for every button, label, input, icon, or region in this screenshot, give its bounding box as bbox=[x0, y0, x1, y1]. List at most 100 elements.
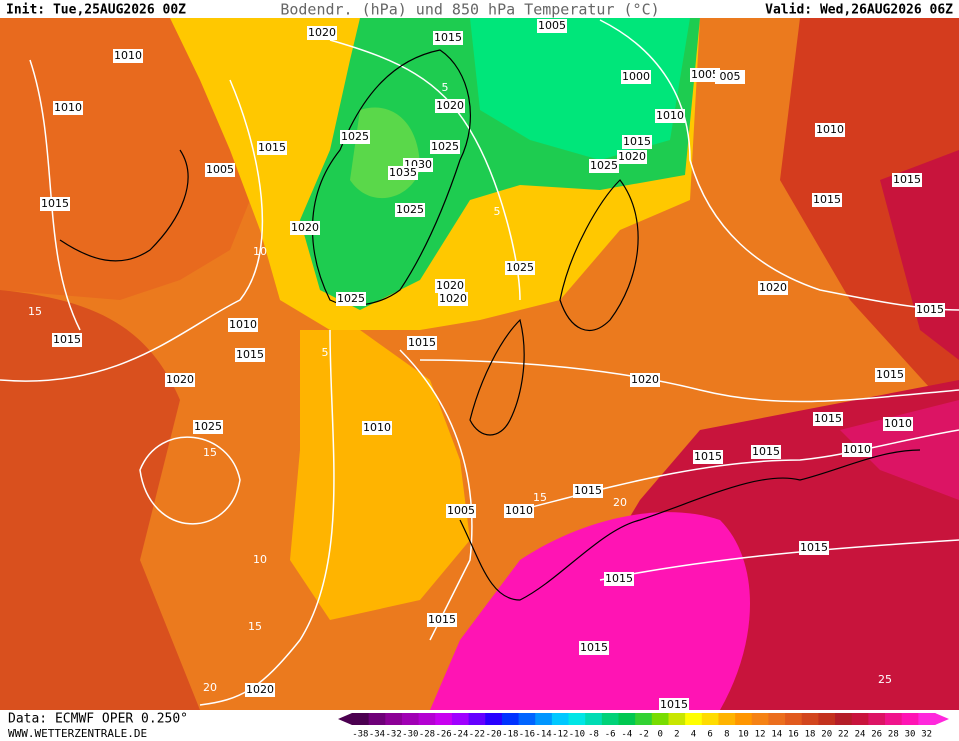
init-time: Init: Tue,25AUG2026 00Z bbox=[6, 3, 186, 18]
coastlines bbox=[59, 49, 921, 601]
colorbar-swatch bbox=[635, 713, 653, 725]
isobar-label-box bbox=[165, 373, 195, 387]
colorbar-swatch bbox=[785, 713, 803, 725]
colorbar-tick-label: -32 bbox=[386, 730, 402, 740]
isobar-label-box bbox=[617, 150, 647, 164]
colorbar-tick-label: -2 bbox=[638, 730, 649, 740]
colorbar-swatch bbox=[435, 713, 453, 725]
colorbar-tick-label: -4 bbox=[621, 730, 632, 740]
isobar-label-box bbox=[655, 109, 685, 123]
isobar-label: 1015 bbox=[876, 368, 904, 381]
isobar-label-box bbox=[433, 31, 463, 45]
isobar-label: 1020 bbox=[166, 373, 194, 386]
colorbar-swatch bbox=[718, 713, 736, 725]
isobar-label-box bbox=[715, 70, 745, 84]
header-bar bbox=[0, 0, 959, 18]
isobar-label: 1025 bbox=[506, 261, 534, 274]
colorbar-tick-label: 22 bbox=[838, 730, 849, 740]
colorbar-tick-label: -12 bbox=[552, 730, 568, 740]
colorbar-end bbox=[338, 713, 352, 725]
colorbar-tick-label: 2 bbox=[674, 730, 679, 740]
colorbar-swatch bbox=[651, 713, 669, 725]
isobar-label: 1015 bbox=[574, 484, 602, 497]
colorbar-swatch bbox=[352, 713, 370, 725]
isobar-label: 1015 bbox=[428, 613, 456, 626]
isobar-label-box bbox=[336, 292, 366, 306]
colorbar-tick-label: 20 bbox=[821, 730, 832, 740]
isobar-label: 1010 bbox=[884, 417, 912, 430]
isobar-label: 1015 bbox=[605, 572, 633, 585]
colorbar-swatch bbox=[518, 713, 536, 725]
colorbar-tick-label: 28 bbox=[888, 730, 899, 740]
colorbar-tick-label: 30 bbox=[905, 730, 916, 740]
colorbar-swatch bbox=[568, 713, 586, 725]
temperature-label: 15 bbox=[28, 305, 42, 318]
isobar-label-box bbox=[388, 166, 418, 180]
isobar-label-box bbox=[113, 49, 143, 63]
isobar-label: 1025 bbox=[341, 130, 369, 143]
colorbar-tick-label: -28 bbox=[419, 730, 435, 740]
isobar-label: 1025 bbox=[337, 292, 365, 305]
temperature-label: 5 bbox=[494, 205, 501, 218]
colorbar-swatch bbox=[835, 713, 853, 725]
isobar-label: 1015 bbox=[916, 303, 944, 316]
isobar-label: 1010 bbox=[816, 123, 844, 136]
colorbar-tick-label: 32 bbox=[921, 730, 932, 740]
isobar-label: 1025 bbox=[194, 420, 222, 433]
isobar-label: 1005 bbox=[691, 68, 719, 81]
colorbar-tick-label: -34 bbox=[369, 730, 385, 740]
isobar-label: 1025 bbox=[396, 203, 424, 216]
colorbar-swatch bbox=[818, 713, 836, 725]
colorbar-tick-label: 10 bbox=[738, 730, 749, 740]
isobar-label-box bbox=[630, 373, 660, 387]
colorbar-swatch bbox=[851, 713, 869, 725]
isobar-label: 1020 bbox=[439, 292, 467, 305]
colorbar-swatch bbox=[701, 713, 719, 725]
isobar-label: 1015 bbox=[41, 197, 69, 210]
colorbar-swatch bbox=[585, 713, 603, 725]
isobar-label: 1010 bbox=[363, 421, 391, 434]
isobar-label: 1010 bbox=[54, 101, 82, 114]
isobar-label-box bbox=[812, 193, 842, 207]
isobar-label-box bbox=[842, 443, 872, 457]
isobar-label: 1015 bbox=[408, 336, 436, 349]
colorbar-tick-label: 6 bbox=[707, 730, 712, 740]
isobar-label: 1005 bbox=[447, 504, 475, 517]
isobar-label-box bbox=[915, 303, 945, 317]
map-title: Bodendr. (hPa) und 850 hPa Temperatur (°… bbox=[280, 1, 659, 19]
isobar-label-box bbox=[758, 281, 788, 295]
colorbar-tick-label: -8 bbox=[588, 730, 599, 740]
isobar-label-box bbox=[505, 261, 535, 275]
colorbar-swatch bbox=[768, 713, 786, 725]
isobar-label-box bbox=[892, 173, 922, 187]
isobar-label: 1005 bbox=[538, 19, 566, 32]
colorbar-tick-label: -16 bbox=[519, 730, 535, 740]
isobar-label: 1015 bbox=[660, 698, 688, 711]
isobar-label-box bbox=[621, 70, 651, 84]
isobar-label-box bbox=[883, 417, 913, 431]
isobar-label-box bbox=[589, 159, 619, 173]
temperature-label: 20 bbox=[203, 681, 217, 694]
isobar-label-box bbox=[799, 541, 829, 555]
isobar-label-box bbox=[604, 572, 634, 586]
isobar-label-box bbox=[53, 101, 83, 115]
isobar-label-box bbox=[257, 141, 287, 155]
map bbox=[0, 18, 959, 710]
isobar-label: 1015 bbox=[236, 348, 264, 361]
colorbar-end bbox=[935, 713, 949, 725]
colorbar-tick-label: -6 bbox=[605, 730, 616, 740]
colorbar-tick-label: -20 bbox=[485, 730, 501, 740]
isobar-label-box bbox=[438, 292, 468, 306]
isobar-label: 1020 bbox=[436, 99, 464, 112]
isobar-label: 1005 bbox=[206, 163, 234, 176]
isobar-label: 1025 bbox=[590, 159, 618, 172]
isobar-label: 1010 bbox=[505, 504, 533, 517]
temperature-label: 20 bbox=[613, 496, 627, 509]
isobar-label-box bbox=[407, 336, 437, 350]
isobar-label-box bbox=[235, 348, 265, 362]
colorbar-tick-label: 4 bbox=[691, 730, 696, 740]
isobar-label: 1020 bbox=[246, 683, 274, 696]
colorbar-tick-label: 14 bbox=[771, 730, 782, 740]
